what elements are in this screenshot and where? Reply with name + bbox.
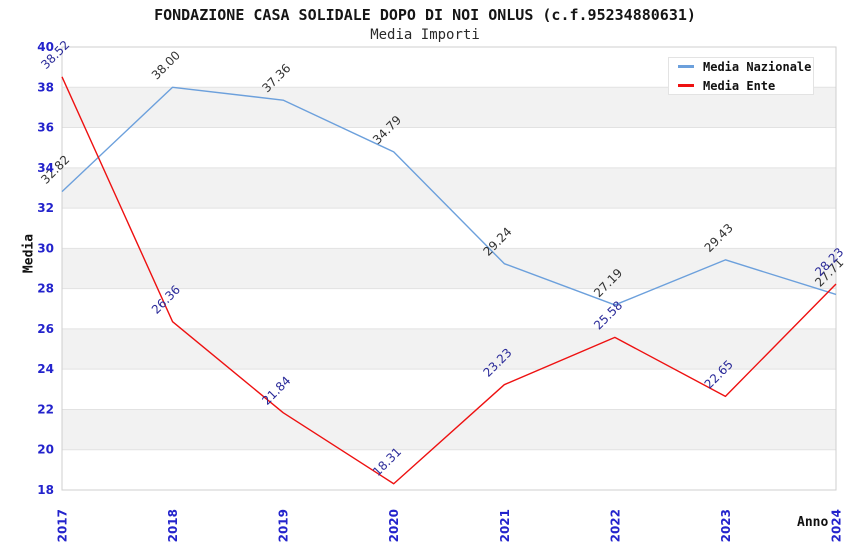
chart-subtitle: Media Importi xyxy=(370,27,480,43)
x-tick-label: 2021 xyxy=(498,509,512,542)
series-line-media-ente xyxy=(61,76,837,485)
legend-label-media-nazionale: Media Nazionale xyxy=(703,59,812,74)
background-band xyxy=(62,167,836,209)
y-tick-label: 40 xyxy=(37,40,54,54)
y-tick-label: 24 xyxy=(37,362,54,376)
background-band xyxy=(62,248,836,289)
legend-label-media-ente: Media Ente xyxy=(703,78,776,93)
y-tick-label: 36 xyxy=(37,121,54,135)
y-tick-label: 30 xyxy=(37,241,54,255)
y-tick-label: 28 xyxy=(37,282,54,296)
y-tick-label: 26 xyxy=(37,322,54,336)
x-axis-title: Anno xyxy=(797,515,829,530)
x-tick-label: 2018 xyxy=(166,509,180,542)
x-tick-label: 2017 xyxy=(56,509,70,542)
x-tick-label: 2023 xyxy=(719,509,733,542)
point-value-label: 38.00 xyxy=(149,48,183,82)
y-tick-labels: 18 20 22 24 26 28 30 32 34 36 38 40 xyxy=(37,40,54,497)
y-tick-label: 32 xyxy=(37,201,54,215)
background-band xyxy=(62,328,836,370)
legend-item-media-ente: Media Ente xyxy=(678,79,813,93)
y-tick-label: 20 xyxy=(37,443,54,457)
y-tick-label: 34 xyxy=(37,161,54,175)
point-value-label: 21.84 xyxy=(259,374,293,408)
x-tick-label: 2020 xyxy=(387,509,401,542)
background-band xyxy=(62,409,836,450)
plot-border xyxy=(61,46,837,491)
chart-title: FONDAZIONE CASA SOLIDALE DOPO DI NOI ONL… xyxy=(154,6,696,24)
media-nazionale-line-swatch xyxy=(678,65,694,68)
series-line-media-nazionale xyxy=(61,86,837,306)
y-axis-title: Media xyxy=(21,233,37,274)
chart-legend: Media Nazionale Media Ente xyxy=(668,57,814,95)
y-tick-label: 38 xyxy=(37,80,54,94)
x-tick-labels: 2017 2018 2019 2020 2021 2022 2023 2024 xyxy=(56,509,844,542)
x-tick-label: 2019 xyxy=(277,509,291,542)
x-tick-label: 2024 xyxy=(830,509,844,542)
y-tick-label: 18 xyxy=(37,483,54,497)
x-tick-label: 2022 xyxy=(608,509,622,542)
plot-bands xyxy=(62,87,836,450)
media-ente-line-swatch xyxy=(678,84,694,87)
point-value-label: 25.58 xyxy=(591,298,625,332)
legend-item-media-nazionale: Media Nazionale xyxy=(678,60,813,74)
y-tick-label: 22 xyxy=(37,402,54,416)
